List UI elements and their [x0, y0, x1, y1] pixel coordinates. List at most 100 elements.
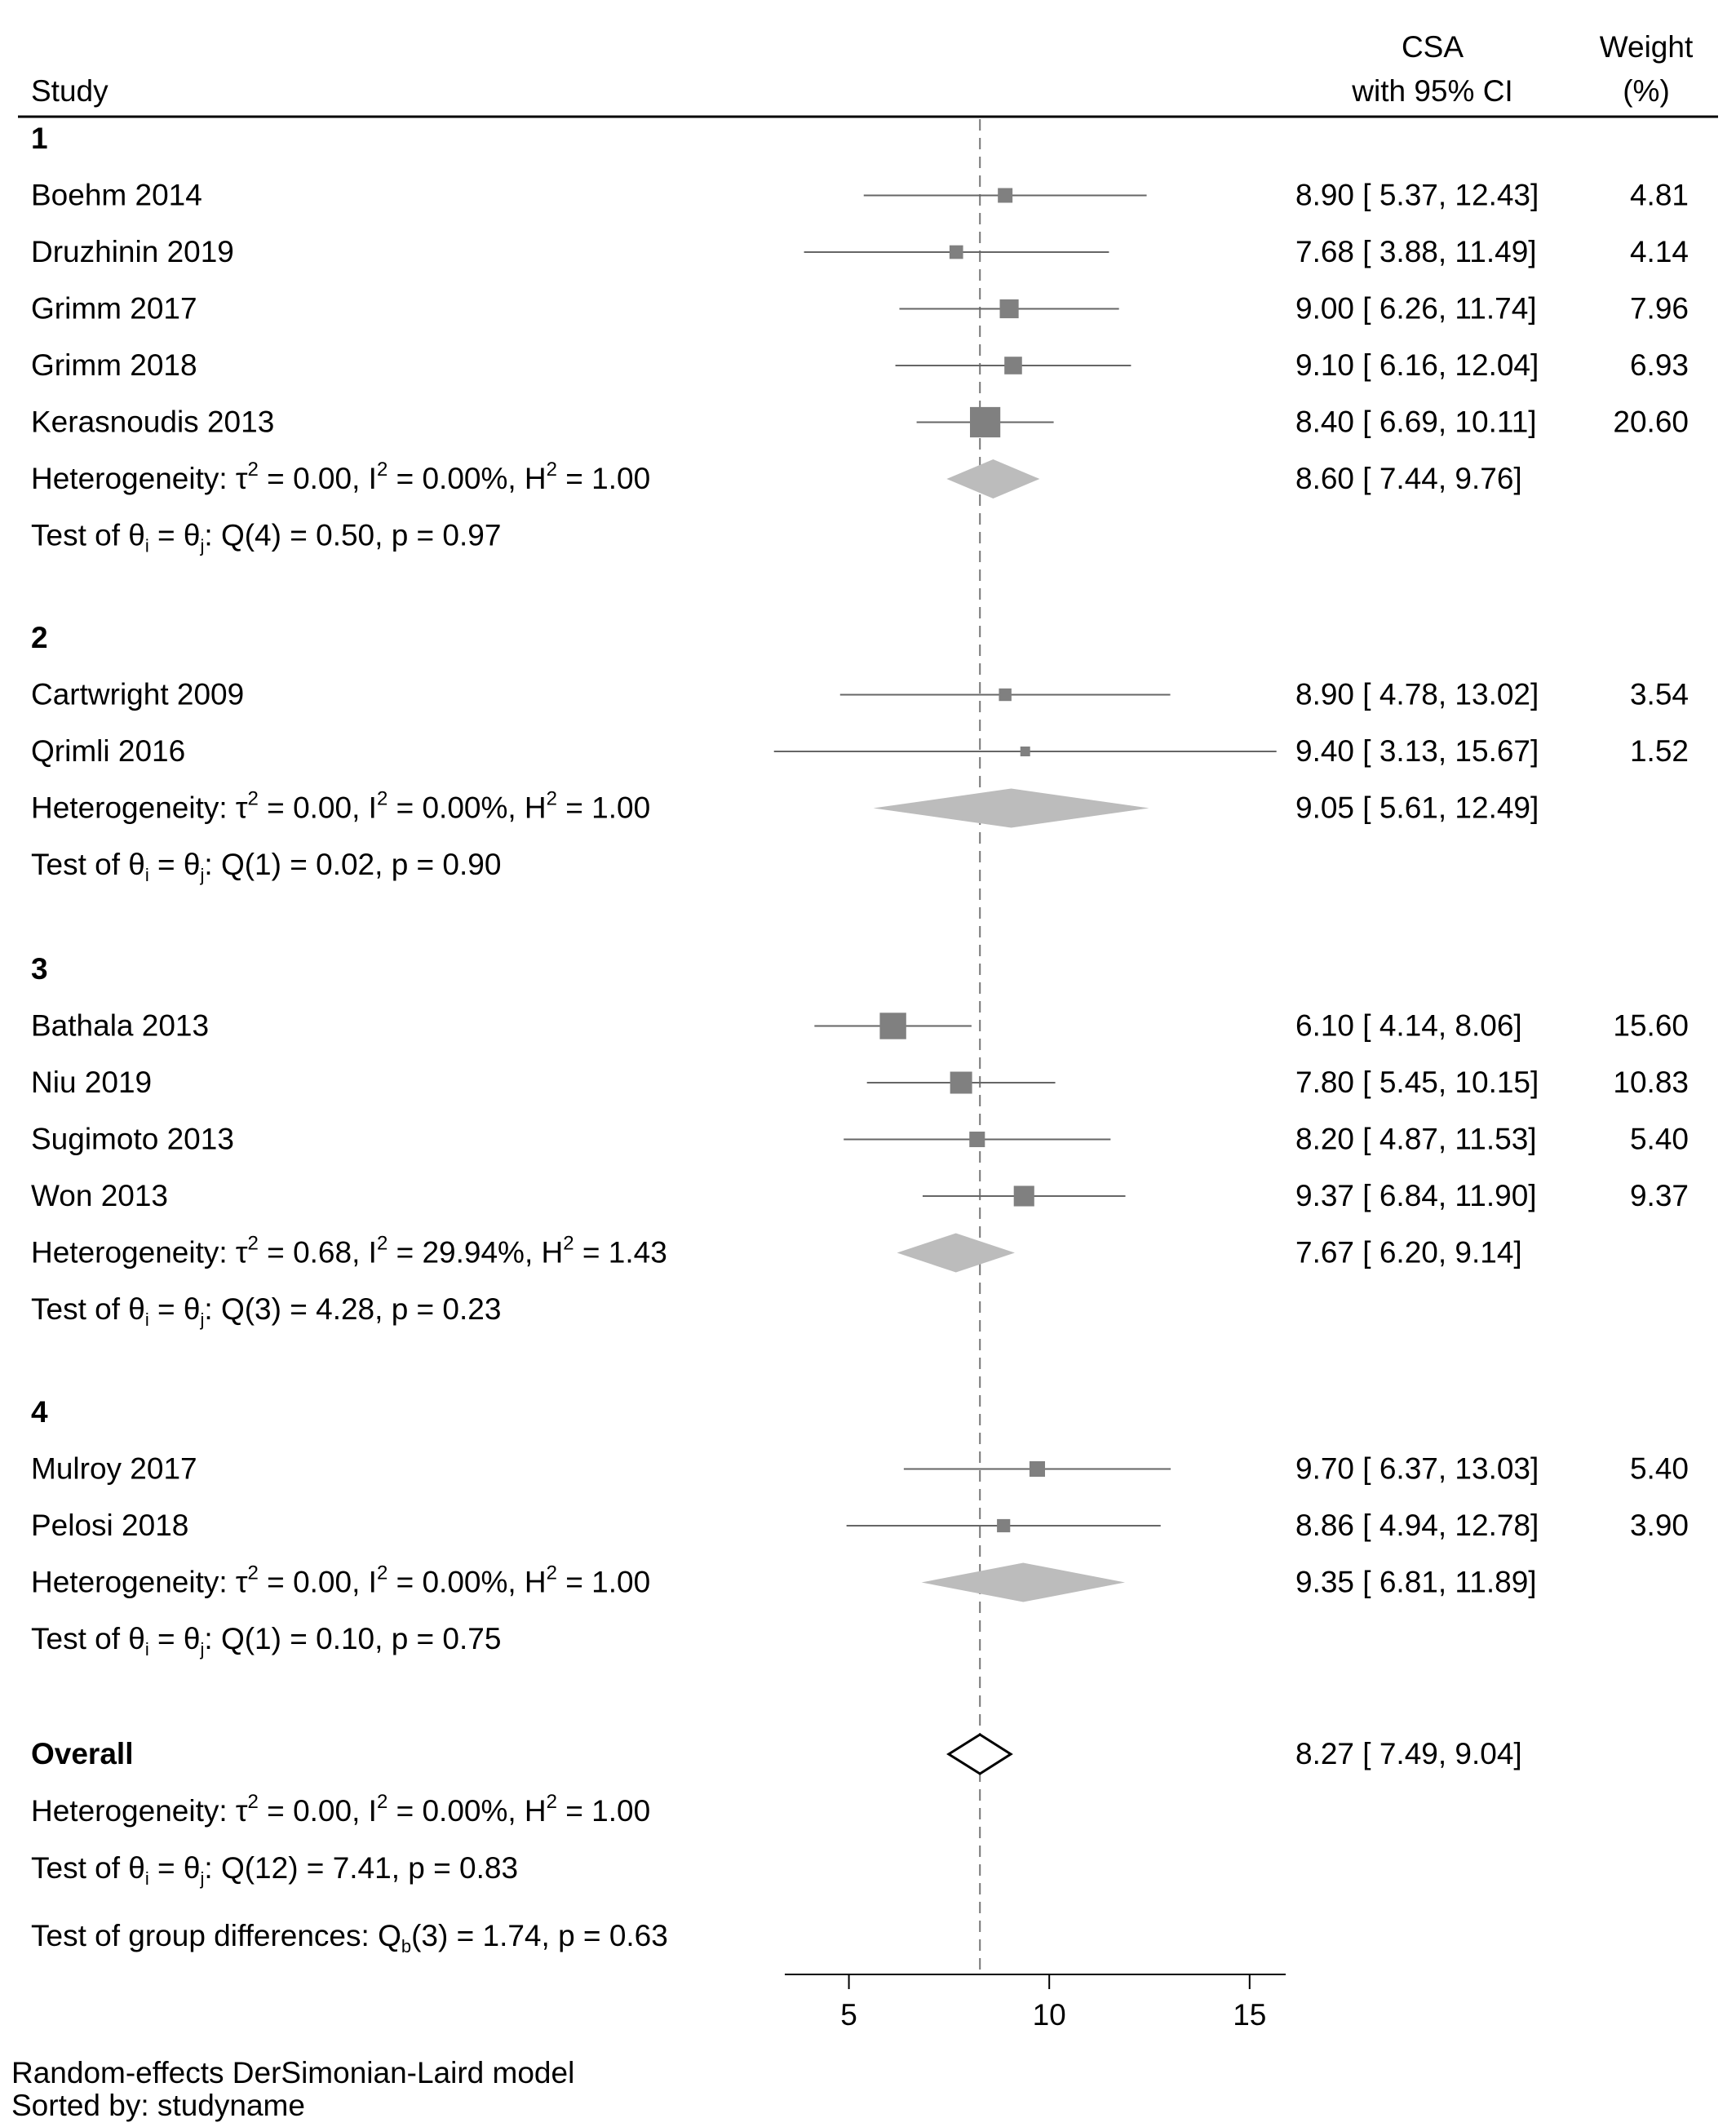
study-name: Cartwright 2009 [31, 678, 244, 711]
x-tick-label: 5 [840, 1998, 857, 2032]
subgroup-ci-text: 7.67 [ 6.20, 9.14] [1295, 1236, 1522, 1270]
text-span: = 0.00, I [259, 791, 377, 825]
text-span: = 0.00%, H [388, 791, 546, 825]
subscript: i [145, 536, 149, 556]
test-text: Test of θi = θj: Q(1) = 0.02, p = 0.90 [31, 848, 501, 885]
study-weight-text: 15.60 [1613, 1009, 1689, 1043]
text-span: (3) = 1.74, p = 0.63 [411, 1919, 668, 1952]
subscript: b [401, 1936, 411, 1956]
study-square [999, 299, 1019, 319]
study-name: Won 2013 [31, 1179, 168, 1212]
study-ci-text: 7.80 [ 5.45, 10.15] [1295, 1066, 1539, 1099]
subscript: i [145, 865, 149, 885]
study-ci-text: 8.40 [ 6.69, 10.11] [1295, 405, 1537, 439]
x-tick-label: 15 [1233, 1998, 1266, 2032]
study-square [879, 1013, 906, 1039]
test-text: Test of θi = θj: Q(1) = 0.10, p = 0.75 [31, 1622, 501, 1660]
text-span: = 1.00 [557, 1566, 650, 1599]
text-span: = 0.00, I [259, 1794, 377, 1828]
study-weight-text: 3.54 [1630, 678, 1689, 711]
text-span: Heterogeneity: τ [31, 1794, 248, 1828]
header-ci: with 95% CI [1351, 74, 1512, 108]
header-weight: Weight [1600, 30, 1694, 64]
text-span: = 0.00%, H [388, 1566, 546, 1599]
superscript: 2 [248, 459, 259, 481]
superscript: 2 [377, 1562, 388, 1584]
study-weight-text: 5.40 [1630, 1123, 1689, 1156]
text-span: Test of θ [31, 1851, 145, 1885]
study-square [969, 1131, 985, 1148]
text-span: : Q(3) = 4.28, p = 0.23 [204, 1292, 501, 1326]
text-span: Heterogeneity: τ [31, 462, 248, 495]
study-ci-text: 7.68 [ 3.88, 11.49] [1295, 235, 1537, 268]
study-name: Kerasnoudis 2013 [31, 405, 274, 439]
superscript: 2 [547, 788, 557, 810]
study-ci-text: 9.37 [ 6.84, 11.90] [1295, 1179, 1537, 1212]
heterogeneity-text: Heterogeneity: τ2 = 0.00, I2 = 0.00%, H2… [31, 459, 650, 495]
study-name: Sugimoto 2013 [31, 1123, 234, 1156]
study-weight-text: 6.93 [1630, 348, 1689, 382]
header-weight-unit: (%) [1623, 74, 1670, 108]
subgroup-ci-text: 9.05 [ 5.61, 12.49] [1295, 791, 1539, 825]
text-span: : Q(1) = 0.10, p = 0.75 [204, 1622, 501, 1655]
study-square [1004, 357, 1022, 374]
study-square [999, 688, 1012, 702]
text-span: = 0.00, I [259, 1566, 377, 1599]
text-span: = 1.43 [574, 1236, 667, 1270]
group-label: 3 [31, 952, 48, 986]
heterogeneity-text: Heterogeneity: τ2 = 0.00, I2 = 0.00%, H2… [31, 1791, 650, 1828]
footer-model-note: Random-effects DerSimonian-Laird model [11, 2056, 575, 2089]
study-ci-text: 8.20 [ 4.87, 11.53] [1295, 1123, 1537, 1156]
text-span: = 1.00 [557, 1794, 650, 1828]
group-label: 4 [31, 1395, 48, 1429]
text-span: = 1.00 [557, 791, 650, 825]
group-label: 1 [31, 122, 48, 155]
study-square [997, 1518, 1011, 1533]
text-span: = θ [149, 1851, 201, 1885]
study-square [950, 1071, 972, 1094]
study-name: Boehm 2014 [31, 179, 202, 212]
study-ci-text: 9.40 [ 3.13, 15.67] [1295, 734, 1539, 768]
study-ci-text: 8.90 [ 4.78, 13.02] [1295, 678, 1539, 711]
superscript: 2 [248, 1233, 259, 1255]
text-span: = θ [149, 848, 201, 881]
study-name: Niu 2019 [31, 1066, 152, 1099]
text-span: = 0.68, I [259, 1236, 377, 1270]
study-square [969, 406, 1001, 438]
text-span: Test of group differences: Q [31, 1919, 401, 1952]
subscript: j [200, 1868, 205, 1889]
study-square [1029, 1460, 1045, 1478]
study-name: Bathala 2013 [31, 1009, 209, 1043]
heterogeneity-text: Heterogeneity: τ2 = 0.00, I2 = 0.00%, H2… [31, 788, 650, 825]
study-ci-text: 8.86 [ 4.94, 12.78] [1295, 1509, 1539, 1542]
study-name: Druzhinin 2019 [31, 235, 234, 268]
subscript: i [145, 1868, 149, 1889]
study-name: Grimm 2017 [31, 292, 197, 326]
superscript: 2 [377, 788, 388, 810]
text-span: Test of θ [31, 1292, 145, 1326]
study-square [949, 245, 963, 259]
text-span: = 0.00%, H [388, 462, 546, 495]
text-span: Heterogeneity: τ [31, 1566, 248, 1599]
study-weight-text: 5.40 [1630, 1452, 1689, 1486]
study-weight-text: 1.52 [1630, 734, 1689, 768]
text-span: = 29.94%, H [388, 1236, 563, 1270]
text-span: Test of θ [31, 848, 145, 881]
text-span: = θ [149, 1622, 201, 1655]
subscript: j [200, 1639, 205, 1660]
subscript: j [200, 865, 205, 885]
x-axis: 5 10 15 [785, 1974, 1286, 2032]
text-span: = 1.00 [557, 462, 650, 495]
study-weight-text: 7.96 [1630, 292, 1689, 326]
study-name: Grimm 2018 [31, 348, 197, 382]
text-span: Heterogeneity: τ [31, 791, 248, 825]
subgroup-diamond [946, 459, 1040, 499]
superscript: 2 [377, 459, 388, 481]
superscript: 2 [248, 1791, 259, 1813]
superscript: 2 [377, 1233, 388, 1255]
subgroup-ci-text: 9.35 [ 6.81, 11.89] [1295, 1566, 1537, 1599]
superscript: 2 [248, 788, 259, 810]
text-span: = θ [149, 519, 201, 552]
text-span: : Q(4) = 0.50, p = 0.97 [204, 519, 501, 552]
